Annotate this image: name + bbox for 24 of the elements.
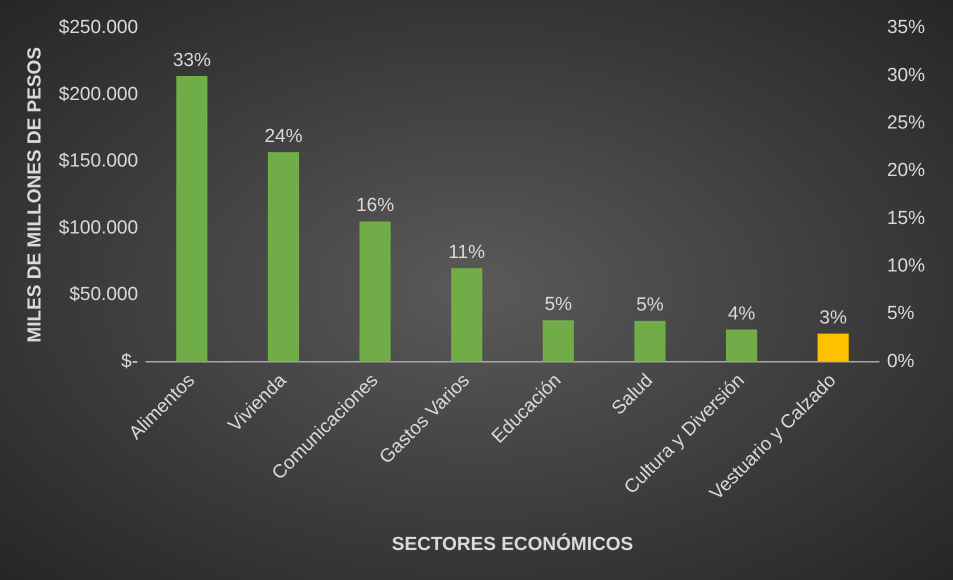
y-tick-label: $200.000 xyxy=(58,84,138,105)
annotation: 5% xyxy=(544,294,572,315)
y2-tick-label: 25% xyxy=(886,112,926,134)
y2-tick-label: 20% xyxy=(886,160,926,182)
y2-tick-label: 30% xyxy=(886,64,926,86)
annotation: 24% xyxy=(264,126,303,147)
y2-tick-label: 0% xyxy=(886,350,915,372)
y-tick-label: $50.000 xyxy=(69,284,138,306)
y2-tick-label: 10% xyxy=(886,256,926,277)
y-tick-label: $150.000 xyxy=(58,150,138,172)
annotation: 4% xyxy=(728,303,756,324)
y2-tick-label: 35% xyxy=(886,17,926,38)
annotation: 5% xyxy=(636,294,664,316)
annotation: 3% xyxy=(819,307,847,328)
x-axis-title: SECTORES ECONÓMICOS xyxy=(392,532,634,555)
annotation: 11% xyxy=(448,242,486,263)
annotation: 16% xyxy=(356,195,394,216)
y-tick-label: $- xyxy=(121,350,138,372)
y-axis-title: MILES DE MILLONES DE PESOS xyxy=(24,46,46,343)
annotation: 33% xyxy=(172,50,211,71)
y-tick-label: $250.000 xyxy=(58,17,138,38)
y-tick-label: $100.000 xyxy=(58,217,138,238)
y2-tick-label: 15% xyxy=(886,208,926,229)
y2-tick-label: 5% xyxy=(886,303,915,324)
